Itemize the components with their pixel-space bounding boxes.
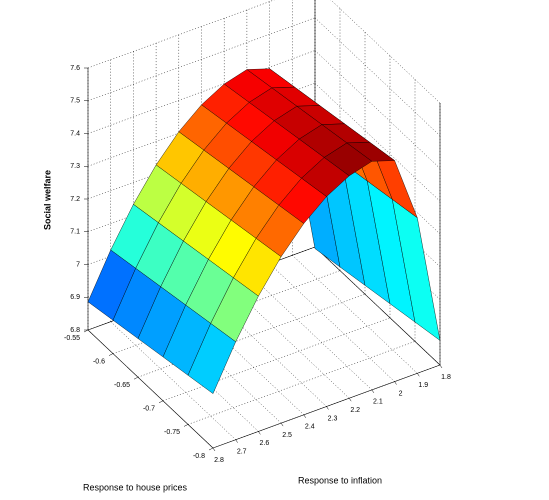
tick-mark bbox=[371, 389, 375, 394]
x-tick-label: 1.8 bbox=[441, 374, 451, 381]
tick-mark bbox=[208, 447, 214, 451]
x-tick-label: 2.2 bbox=[350, 407, 360, 414]
tick-mark bbox=[183, 424, 189, 427]
tick-mark bbox=[439, 364, 443, 369]
y-axis-label: Response to house prices bbox=[83, 482, 188, 492]
z-tick-label: 6.8 bbox=[70, 327, 80, 334]
y-tick-label: -0.65 bbox=[114, 382, 130, 389]
tick-mark bbox=[258, 431, 261, 435]
z-axis-label: Social welfare bbox=[42, 170, 52, 230]
y-tick-label: -0.75 bbox=[164, 429, 180, 436]
z-tick-label: 6.9 bbox=[70, 294, 80, 301]
box-edge bbox=[314, 246, 441, 366]
tick-mark bbox=[235, 439, 238, 443]
y-tick-label: -0.8 bbox=[193, 453, 205, 460]
z-tick-label: 7.2 bbox=[70, 196, 80, 203]
grid-line bbox=[212, 364, 441, 449]
tick-mark bbox=[212, 447, 216, 452]
grid-line bbox=[162, 317, 391, 402]
y-tick-label: -0.55 bbox=[64, 335, 80, 342]
tick-mark bbox=[303, 414, 307, 418]
tick-mark bbox=[394, 381, 397, 385]
tick-mark bbox=[326, 406, 329, 410]
tick-mark bbox=[133, 376, 139, 380]
grid-line bbox=[137, 293, 366, 378]
x-tick-label: 2.6 bbox=[260, 440, 270, 447]
tick-mark bbox=[83, 329, 89, 333]
tick-mark bbox=[108, 353, 114, 356]
x-tick-label: 2.4 bbox=[305, 424, 315, 431]
x-tick-label: 2.8 bbox=[214, 457, 224, 464]
grid-line bbox=[187, 341, 416, 425]
x-tick-label: 2.5 bbox=[282, 432, 292, 439]
z-tick-label: 7 bbox=[76, 261, 80, 268]
grid-line bbox=[87, 50, 316, 134]
z-tick-label: 7.6 bbox=[70, 65, 80, 72]
grid-line bbox=[87, 0, 275, 69]
z-tick-label: 7.3 bbox=[70, 163, 80, 170]
y-tick-label: -0.6 bbox=[93, 358, 105, 365]
tick-mark bbox=[280, 422, 284, 427]
grid-line bbox=[246, 271, 373, 391]
tick-mark bbox=[348, 398, 352, 402]
z-tick-label: 7.1 bbox=[70, 229, 80, 236]
tick-mark bbox=[158, 400, 164, 404]
y-tick-label: -0.7 bbox=[143, 406, 155, 413]
z-tick-label: 7.5 bbox=[70, 98, 80, 105]
x-tick-label: 2 bbox=[399, 390, 403, 397]
x-tick-label: 2.7 bbox=[237, 449, 247, 456]
surface-patch bbox=[187, 323, 236, 394]
x-axis-label: Response to inflation bbox=[298, 475, 382, 485]
z-tick-label: 7.4 bbox=[70, 130, 80, 137]
x-tick-label: 2.3 bbox=[328, 415, 338, 422]
x-tick-label: 2.1 bbox=[373, 399, 383, 406]
tick-mark bbox=[417, 373, 420, 377]
box-edge bbox=[87, 329, 214, 449]
x-tick-label: 1.9 bbox=[418, 382, 428, 389]
grid-line bbox=[330, 0, 441, 104]
grid-line bbox=[87, 17, 316, 101]
